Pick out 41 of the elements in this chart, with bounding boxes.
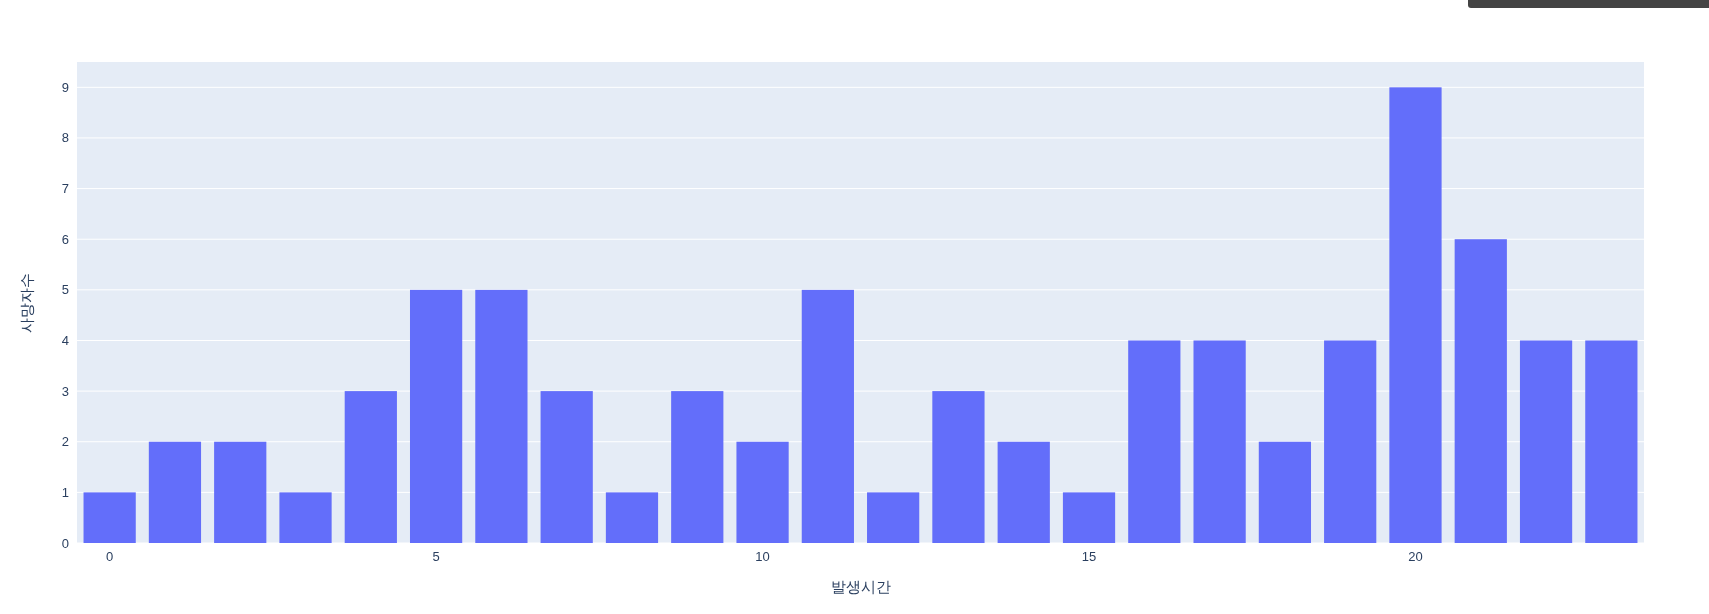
bar [1519, 340, 1573, 543]
bar [344, 391, 397, 543]
bar [409, 289, 463, 543]
bar [997, 441, 1050, 543]
y-tick-label: 7 [61, 181, 69, 197]
x-tick-label: 20 [1408, 549, 1423, 564]
bar [83, 492, 136, 543]
y-axis-title: 사망자수 [18, 272, 35, 333]
y-tick-label: 2 [61, 434, 69, 450]
y-tick-label: 8 [61, 130, 69, 146]
bar [1389, 87, 1442, 543]
x-tick-label: 15 [1081, 549, 1097, 564]
bar [1193, 340, 1246, 543]
y-tick-label: 4 [61, 333, 69, 349]
bar [475, 289, 528, 543]
y-tick-label: 3 [61, 383, 69, 399]
bar [148, 441, 202, 543]
x-axis-title: 발생시간 [830, 578, 891, 595]
x-tick-label: 5 [432, 549, 440, 564]
bar [801, 289, 854, 543]
bar [736, 441, 789, 543]
y-tick-label: 6 [61, 231, 69, 247]
y-tick-label: 1 [61, 484, 69, 500]
bar [1062, 492, 1116, 543]
x-tick-label: 10 [755, 549, 770, 564]
bar [605, 492, 659, 543]
y-tick-label: 5 [61, 282, 69, 298]
x-tick-label: 0 [106, 549, 114, 564]
bar [1128, 340, 1181, 543]
bar [214, 441, 267, 543]
y-tick-label: 0 [61, 535, 69, 551]
bar [867, 492, 920, 543]
bar [1258, 441, 1312, 543]
bar [540, 391, 593, 543]
y-tick-label: 9 [61, 79, 69, 95]
bar [932, 391, 985, 543]
bar [1454, 239, 1507, 543]
bar [1324, 340, 1377, 543]
bar [279, 492, 332, 543]
bar [671, 391, 724, 543]
bar [1585, 340, 1638, 543]
